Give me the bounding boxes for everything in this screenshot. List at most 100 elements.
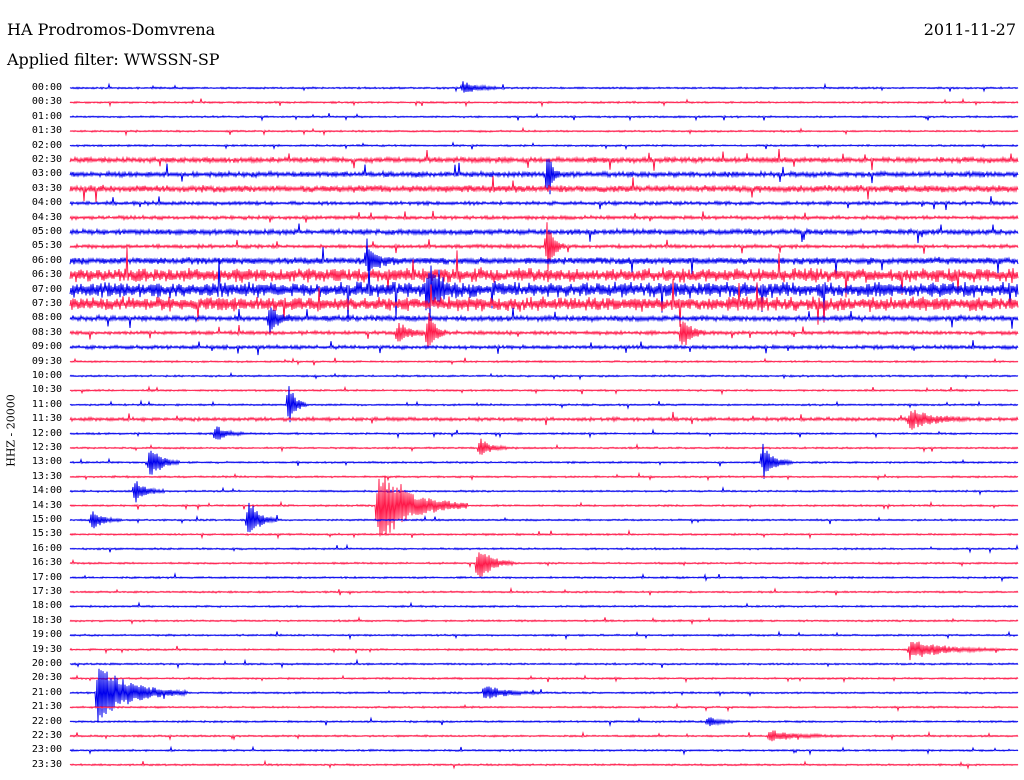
time-label: 22:30 <box>31 730 62 741</box>
time-label: 01:00 <box>31 110 62 122</box>
time-label: 04:00 <box>31 197 62 209</box>
time-label: 20:00 <box>31 658 62 669</box>
trace-0000 <box>69 81 1019 93</box>
time-label: 10:00 <box>31 370 62 381</box>
trace-1300 <box>69 443 1019 479</box>
time-label: 21:00 <box>31 686 62 698</box>
trace-1800 <box>69 601 1019 609</box>
trace-0830 <box>69 312 1019 349</box>
time-label: 11:00 <box>31 398 62 410</box>
trace-2330 <box>69 759 1019 770</box>
time-label: 07:00 <box>31 283 62 295</box>
trace-2000 <box>69 658 1019 670</box>
time-label: 14:30 <box>31 499 62 511</box>
time-label: 13:30 <box>31 470 62 482</box>
time-label: 16:30 <box>31 557 62 569</box>
station-title: HA Prodromos-Domvrena <box>7 20 216 39</box>
time-label: 20:30 <box>31 672 62 684</box>
trace-0030 <box>69 97 1019 108</box>
trace-2130 <box>69 702 1019 713</box>
trace-0100 <box>69 112 1019 122</box>
time-label: 10:30 <box>31 384 62 396</box>
time-label: 08:00 <box>31 312 62 324</box>
trace-1900 <box>69 630 1019 641</box>
trace-0300 <box>69 158 1019 195</box>
time-label: 00:00 <box>31 82 62 93</box>
trace-1630 <box>69 552 1019 577</box>
time-label: 06:30 <box>31 269 62 281</box>
trace-1130 <box>69 409 1019 430</box>
trace-1100 <box>69 386 1019 423</box>
trace-0700 <box>69 258 1019 323</box>
trace-0430 <box>69 210 1019 223</box>
time-label: 12:30 <box>31 442 62 453</box>
time-label: 23:00 <box>31 744 62 756</box>
time-label: 01:30 <box>31 125 62 137</box>
trace-0600 <box>69 238 1019 275</box>
trace-0730 <box>69 278 1019 327</box>
trace-1200 <box>69 426 1019 440</box>
time-label: 08:30 <box>31 326 62 338</box>
time-label: 11:30 <box>31 413 62 425</box>
trace-1030 <box>69 385 1019 396</box>
time-label: 19:30 <box>31 643 62 655</box>
time-label: 17:00 <box>31 571 62 583</box>
trace-1400 <box>69 481 1019 503</box>
time-label: 06:00 <box>31 254 62 266</box>
date-label: 2011-11-27 <box>923 20 1016 39</box>
time-label: 23:30 <box>31 758 62 770</box>
trace-1930 <box>69 641 1019 661</box>
trace-1430 <box>69 476 1019 537</box>
trace-1700 <box>69 572 1019 583</box>
trace-2100 <box>69 668 1019 723</box>
time-label: 05:00 <box>31 226 62 237</box>
trace-1500 <box>69 502 1019 533</box>
time-label: 09:00 <box>31 341 62 353</box>
time-label: 02:00 <box>31 139 62 151</box>
trace-0900 <box>69 340 1019 356</box>
time-label: 16:00 <box>31 542 62 554</box>
time-label: 19:00 <box>31 629 62 641</box>
time-label: 09:30 <box>31 355 62 367</box>
time-label: 14:00 <box>31 485 62 497</box>
time-label: 18:30 <box>31 614 62 626</box>
time-label: 17:30 <box>31 586 62 597</box>
trace-0130 <box>69 126 1019 137</box>
trace-2300 <box>69 745 1019 756</box>
time-label: 03:00 <box>31 168 62 180</box>
time-label: 04:30 <box>31 211 62 223</box>
trace-2030 <box>69 674 1019 684</box>
trace-1230 <box>69 438 1019 455</box>
time-label: 21:30 <box>31 701 62 713</box>
time-label: 00:30 <box>31 96 62 108</box>
time-label: 03:30 <box>31 182 62 194</box>
trace-1730 <box>69 586 1019 596</box>
trace-0930 <box>69 357 1019 366</box>
time-label: 07:30 <box>31 298 62 309</box>
trace-0530 <box>69 222 1019 271</box>
trace-0400 <box>69 196 1019 211</box>
trace-0330 <box>69 176 1019 203</box>
filter-label: Applied filter: WWSSN-SP <box>7 50 220 69</box>
time-label: 18:00 <box>31 600 62 612</box>
trace-0200 <box>69 141 1019 151</box>
trace-1530 <box>69 529 1019 540</box>
trace-2230 <box>69 730 1019 742</box>
trace-0630 <box>69 247 1019 298</box>
trace-0230 <box>69 148 1019 171</box>
trace-2200 <box>69 716 1019 727</box>
time-label: 22:00 <box>31 715 62 727</box>
time-label: 12:00 <box>31 427 62 439</box>
time-label: 13:00 <box>31 456 62 468</box>
time-label: 02:30 <box>31 154 62 165</box>
trace-1330 <box>69 471 1019 482</box>
trace-1000 <box>69 371 1019 381</box>
time-label: 05:30 <box>31 240 62 252</box>
time-label: 15:30 <box>31 528 62 540</box>
time-label: 15:00 <box>31 514 62 525</box>
trace-0500 <box>69 223 1019 244</box>
trace-1600 <box>69 543 1019 554</box>
trace-0800 <box>69 307 1019 335</box>
trace-1830 <box>69 616 1019 626</box>
